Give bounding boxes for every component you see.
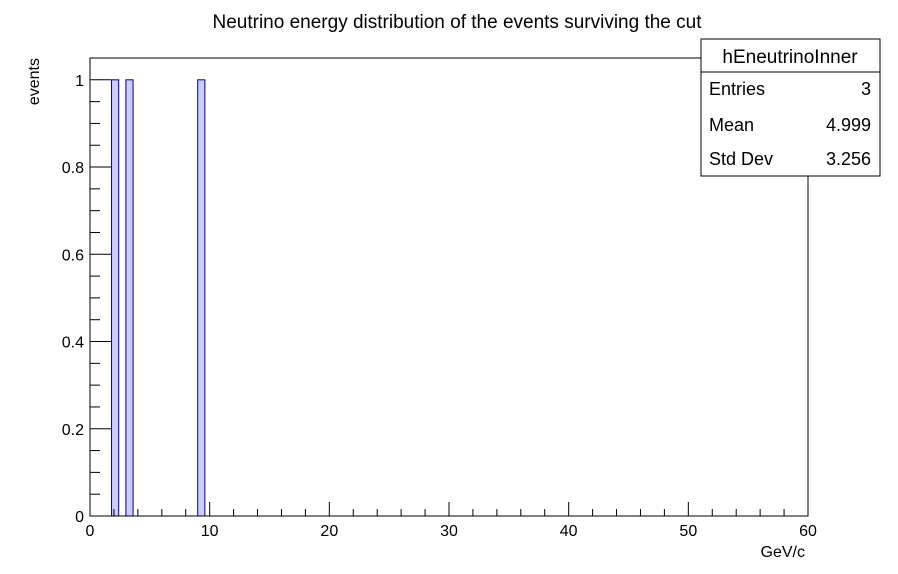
y-tick-label: 0.4 bbox=[62, 335, 84, 352]
y-tick-label: 1 bbox=[75, 73, 84, 90]
y-axis: 0 0.2 0.4 0.6 0.8 1 bbox=[62, 57, 111, 526]
y-tick-label: 0 bbox=[75, 509, 84, 526]
stats-box: hEneutrinoInner Entries 3 Mean 4.999 Std… bbox=[700, 38, 881, 177]
x-axis-label: GeV/c bbox=[761, 544, 805, 561]
stats-mean-label: Mean bbox=[709, 115, 754, 135]
stats-stddev-value: 3.256 bbox=[826, 149, 871, 169]
stats-box-title: hEneutrinoInner bbox=[722, 47, 858, 68]
stats-entries-label: Entries bbox=[709, 79, 765, 99]
stats-box-frame bbox=[700, 38, 881, 177]
stats-mean-value: 4.999 bbox=[826, 115, 871, 135]
y-tick-label: 0.8 bbox=[62, 160, 84, 177]
x-tick-label: 50 bbox=[679, 523, 697, 540]
y-axis-label: events bbox=[26, 58, 43, 105]
x-tick-label: 10 bbox=[201, 523, 219, 540]
histogram-bar-2 bbox=[197, 79, 206, 517]
x-tick-label: 30 bbox=[440, 523, 458, 540]
x-tick-label: 0 bbox=[86, 523, 95, 540]
histogram-bar-1 bbox=[125, 79, 134, 517]
chart-title: Neutrino energy distribution of the even… bbox=[213, 12, 703, 33]
y-tick-label: 0.2 bbox=[62, 422, 84, 439]
histogram-bars bbox=[111, 79, 206, 517]
y-tick-label: 0.6 bbox=[62, 247, 84, 264]
stats-entries-value: 3 bbox=[861, 79, 871, 99]
x-tick-label: 20 bbox=[320, 523, 338, 540]
x-tick-label: 40 bbox=[560, 523, 578, 540]
x-axis: 0 10 20 30 40 50 60 bbox=[86, 502, 817, 540]
stats-stddev-label: Std Dev bbox=[709, 149, 773, 169]
x-tick-label: 60 bbox=[799, 523, 817, 540]
histogram-bar-0 bbox=[111, 79, 120, 517]
